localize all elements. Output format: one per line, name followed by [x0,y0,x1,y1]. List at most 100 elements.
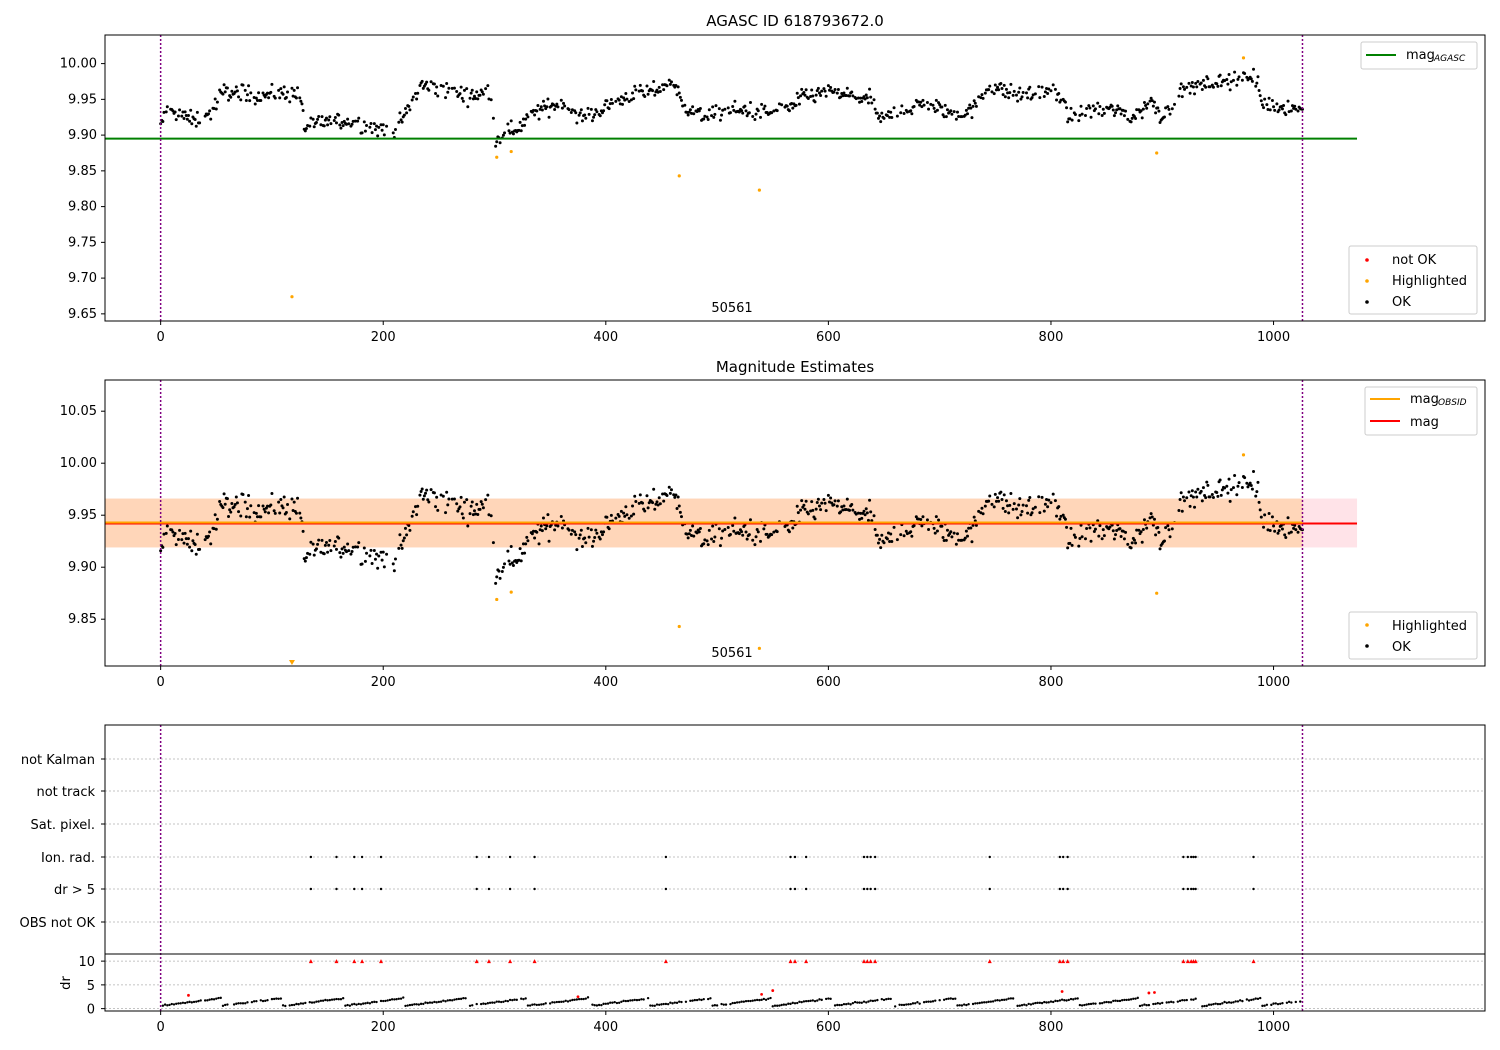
ok-point [866,101,870,105]
ok-point [1142,518,1146,522]
ok-point [393,127,397,131]
ok-point [319,550,323,554]
dr-point [617,1001,621,1004]
dr-point [577,997,581,1001]
dr-point [1207,1003,1211,1006]
ok-point [686,113,690,117]
x-tick-label: 1000 [1257,1020,1290,1035]
ok-point [450,497,454,501]
ok-point [1004,499,1008,503]
ok-point [638,83,642,87]
ok-point [1167,528,1171,532]
ok-point [314,547,318,551]
ok-point [1002,493,1006,497]
dr-gt-5-flag-point [869,887,872,891]
ok-point [1080,535,1084,539]
ion-rad-flag-point [379,855,383,859]
ok-point [1077,544,1081,548]
ion-rad-flag-point [1058,855,1062,859]
ok-point [1255,81,1259,85]
dr-point [847,1002,850,1005]
dr-point [499,1000,503,1004]
ok-point [508,562,512,566]
ok-point [1007,511,1011,515]
dr-flag-marker [360,959,365,964]
dr-point [368,1002,372,1005]
ok-point [209,117,213,121]
dr-not-ok-point [1060,990,1064,993]
ok-point [731,524,735,528]
ok-point [333,115,337,119]
dr-point [622,999,625,1003]
flag-points [161,855,1302,1008]
ok-point [186,113,190,117]
dr-point [680,1000,683,1004]
ok-point [806,96,810,100]
ok-point [1040,85,1044,89]
ok-point [944,115,948,119]
dr-point [867,1000,870,1003]
ok-point [239,98,243,102]
dr-point [775,1004,779,1007]
ok-point [747,111,751,115]
ok-point [398,533,402,537]
ok-point [879,120,883,124]
ok-point [1130,541,1134,545]
dr-point [361,1002,365,1005]
ok-point [1231,78,1235,82]
ok-point [1091,104,1095,108]
dr-point [357,1002,360,1006]
ok-point [672,493,676,497]
ok-point [1208,495,1212,499]
ok-point [1097,112,1101,116]
dr-point [428,1001,432,1004]
ok-point [207,112,210,116]
ok-point [578,533,582,537]
ok-point [1149,96,1153,100]
ok-point [862,95,866,99]
dr-point [462,996,465,1000]
dr-point [277,997,280,1001]
dr-point [1154,1002,1157,1006]
ok-point [284,510,288,514]
ok-point [963,536,967,540]
ok-point [247,493,251,497]
ok-point [547,539,551,543]
ok-point [1100,537,1104,541]
ok-point [1129,546,1133,550]
dr-point [996,998,999,1002]
ok-point [176,537,180,541]
ok-point [225,86,229,90]
y-tick-label: 9.95 [68,92,97,107]
ok-point [747,533,751,537]
dr-point [582,997,585,1001]
ok-point [1158,120,1162,124]
dr-point [1000,998,1004,1002]
ok-point [198,547,202,551]
ok-point [190,122,194,126]
ok-point [625,97,629,101]
ok-point [1017,503,1021,507]
ok-point [360,562,364,566]
dr-point [1290,1001,1293,1004]
dr-point [642,998,645,1001]
dr-point [771,1005,774,1008]
ok-point [1031,507,1035,511]
dr-point [1165,1001,1168,1004]
ok-point [403,526,407,530]
ok-point [555,102,559,106]
ok-point [286,503,290,507]
ok-point [745,114,749,118]
dr-gt-5-flag-point [1062,887,1065,891]
dr-point [1129,998,1133,1001]
ok-point [1296,109,1300,113]
ok-point [1279,524,1283,528]
ok-point [800,499,804,503]
dr-point [1152,1002,1155,1006]
ok-point [1122,114,1126,118]
ok-point [1166,105,1170,109]
ok-point [560,526,564,530]
ok-point [869,95,873,99]
ok-point [373,128,377,132]
ok-point [299,516,303,520]
